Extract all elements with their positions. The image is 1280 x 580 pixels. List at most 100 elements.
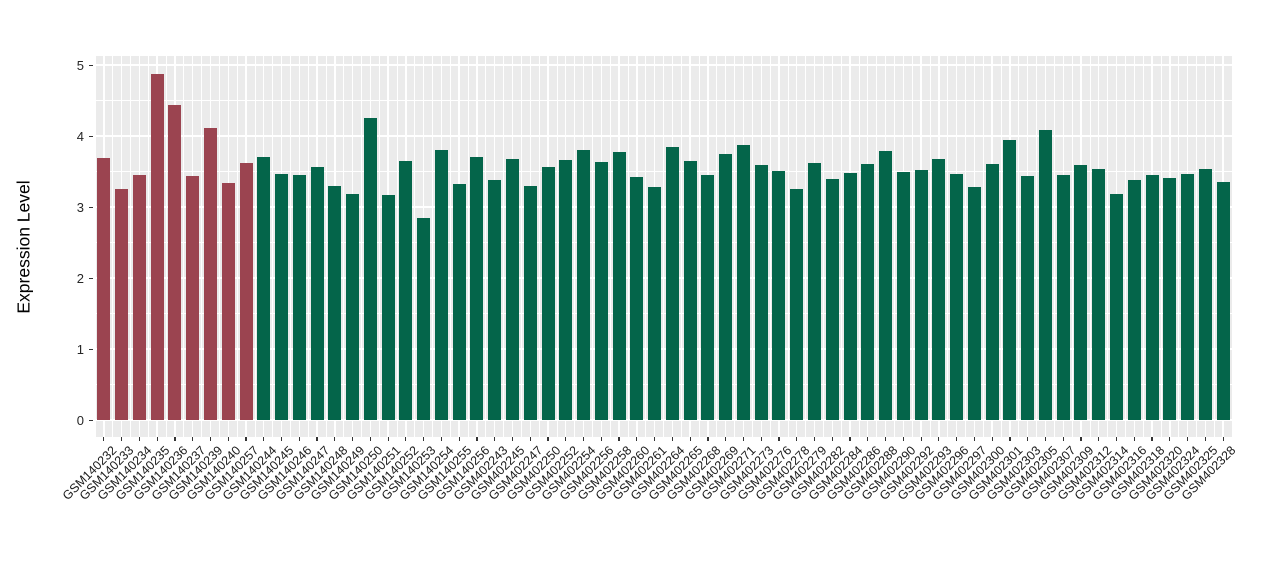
x-tick-mark [227, 437, 229, 441]
bar [577, 150, 591, 420]
x-tick-mark [1204, 437, 1206, 441]
x-tick-mark [334, 437, 336, 441]
x-tick-mark [245, 437, 247, 441]
x-tick-mark [423, 437, 425, 441]
x-tick-mark [494, 437, 496, 441]
gridline-minor-v [1196, 56, 1197, 437]
bar [825, 178, 839, 420]
gridline-minor-v [965, 56, 966, 437]
gridline-minor-v [1071, 56, 1073, 437]
x-tick-mark [298, 437, 300, 441]
gridline-minor-v [1231, 56, 1233, 437]
bar [1021, 175, 1035, 420]
y-tick-mark [89, 206, 93, 208]
x-tick-mark [902, 437, 904, 441]
gridline-minor-v [840, 56, 842, 437]
gridline-minor-v [1089, 56, 1091, 437]
gridline-minor-v [680, 56, 682, 437]
y-tick-label: 1 [76, 341, 84, 357]
x-tick-mark [582, 437, 585, 441]
gridline-minor-v [1125, 56, 1126, 437]
x-tick-mark [1222, 437, 1224, 441]
bar [346, 193, 360, 420]
x-tick-mark [263, 437, 265, 441]
bar [754, 165, 768, 420]
plot-panel [94, 56, 1233, 437]
x-tick-mark [156, 437, 158, 441]
bar [1074, 165, 1088, 420]
x-tick-mark [1080, 437, 1082, 441]
x-tick-mark [671, 437, 673, 441]
bar [736, 145, 750, 420]
gridline-minor-v [112, 56, 114, 437]
gridline-minor-v [574, 56, 576, 437]
y-tick-label: 2 [76, 270, 84, 286]
gridline-minor-v [645, 56, 647, 437]
gridline-minor-v [130, 56, 131, 437]
gridline-minor-v [272, 56, 274, 437]
gridline-minor-v [485, 56, 487, 437]
gridline-minor-v [201, 56, 203, 437]
x-tick-mark [725, 437, 727, 441]
x-tick-mark [831, 437, 833, 441]
gridline-minor-v [147, 56, 149, 437]
bar [452, 183, 466, 420]
gridline-minor-v [982, 56, 984, 437]
x-tick-mark [565, 437, 567, 441]
y-tick-label: 5 [76, 57, 84, 73]
gridline-minor-v [290, 56, 291, 437]
bar [1216, 182, 1230, 420]
x-tick-mark [636, 437, 638, 441]
y-axis-title: Expression Level [13, 180, 34, 314]
bar [257, 157, 271, 420]
bar [701, 175, 715, 420]
gridline-minor-v [449, 56, 451, 437]
x-tick-mark [796, 437, 798, 441]
bar [1163, 177, 1177, 420]
bar [115, 188, 129, 420]
gridline-minor-v [823, 56, 824, 437]
x-tick-mark [1009, 437, 1011, 441]
gridline-minor-v [716, 56, 718, 437]
x-tick-mark [511, 437, 514, 441]
bar [488, 180, 502, 420]
x-tick-mark [778, 437, 780, 441]
bar [808, 162, 821, 420]
gridline-minor-v [734, 56, 735, 437]
gridline-minor-v [627, 56, 629, 437]
x-tick-mark [316, 437, 318, 441]
gridline-minor-v [467, 56, 469, 437]
gridline-minor-v [929, 56, 931, 437]
gridline-minor-v [894, 56, 895, 437]
x-tick-mark [352, 437, 354, 441]
x-tick-mark [920, 437, 922, 441]
x-tick-mark [103, 437, 105, 441]
x-tick-mark [956, 437, 958, 441]
gridline-minor-v [1142, 56, 1144, 437]
bar [950, 174, 964, 420]
x-tick-mark [547, 437, 549, 441]
x-tick-mark [618, 437, 620, 441]
gridline-minor-v [556, 56, 558, 437]
gridline-minor-v [325, 56, 327, 437]
x-tick-mark [1044, 437, 1047, 441]
gridline-minor-v [361, 56, 362, 437]
bar [363, 117, 377, 420]
bar [665, 147, 679, 420]
y-tick-label: 3 [76, 199, 84, 215]
x-tick-mark [405, 437, 407, 441]
bar [381, 194, 395, 420]
gridline-minor-v [183, 56, 185, 437]
y-tick-mark [89, 64, 93, 66]
bar [1038, 130, 1052, 420]
x-tick-mark [1133, 437, 1135, 441]
bar [1092, 168, 1106, 420]
x-tick-mark [138, 437, 140, 441]
gridline-minor-v [947, 56, 949, 437]
bar [505, 158, 519, 420]
bar [470, 157, 484, 420]
bar [186, 175, 200, 420]
x-tick-mark [1169, 437, 1171, 441]
bar [150, 74, 164, 420]
bar [879, 150, 893, 420]
